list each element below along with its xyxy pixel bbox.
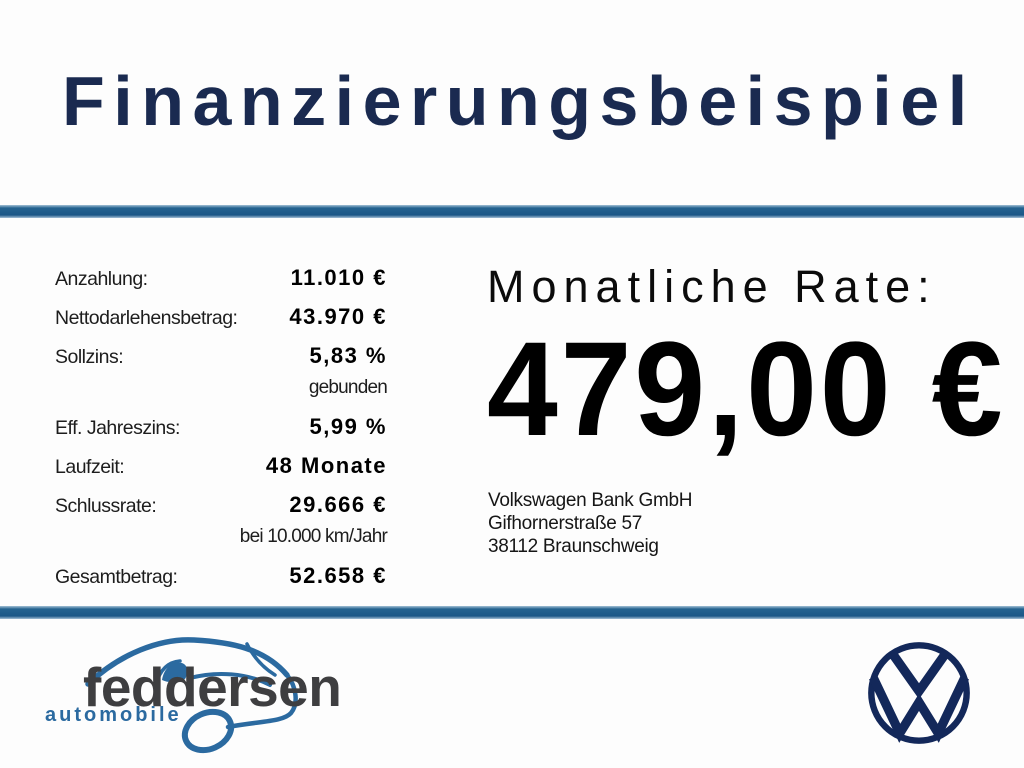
finance-value: 29.666 € bbox=[289, 492, 387, 517]
monthly-rate-amount: 479,00 € bbox=[487, 315, 1006, 464]
page-title: Finanzierungsbeispiel bbox=[62, 62, 976, 140]
finance-row: Gesamtbetrag: 52.658 € bbox=[55, 563, 387, 590]
finance-row: Anzahlung: 11.010 € bbox=[55, 265, 387, 292]
finance-value: 52.658 € bbox=[289, 563, 387, 588]
dealer-subtitle: automobile bbox=[45, 704, 182, 726]
finance-row: Schlussrate: 29.666 € bbox=[55, 492, 387, 519]
divider-bar-top bbox=[0, 205, 1024, 218]
car-sketch-icon bbox=[85, 637, 298, 754]
finance-row: Eff. Jahreszins: 5,99 % bbox=[55, 414, 387, 441]
monthly-rate-heading: Monatliche Rate: bbox=[487, 261, 937, 312]
finance-label: Sollzins: bbox=[55, 346, 124, 368]
finance-value: 5,83 % bbox=[309, 343, 387, 368]
finance-value: 48 Monate bbox=[265, 453, 387, 478]
finance-value: 11.010 € bbox=[290, 265, 387, 290]
finance-value: 43.970 € bbox=[289, 304, 387, 329]
finance-row: Sollzins: 5,83 % bbox=[55, 343, 387, 370]
finance-label: Schlussrate: bbox=[55, 495, 157, 517]
bank-address: Volkswagen Bank GmbH Gifhornerstraße 57 … bbox=[488, 489, 692, 558]
dealer-name: feddersen bbox=[83, 656, 342, 718]
finance-label: Laufzeit: bbox=[55, 456, 125, 478]
divider-bar-bottom bbox=[0, 606, 1024, 619]
finance-label: Nettodarlehensbetrag: bbox=[55, 307, 238, 329]
finance-note: bei 10.000 km/Jahr bbox=[239, 526, 388, 547]
volkswagen-logo-icon bbox=[868, 642, 970, 744]
finance-row: Laufzeit: 48 Monate bbox=[55, 453, 387, 480]
finance-label: Eff. Jahreszins: bbox=[55, 417, 180, 439]
bank-name: Volkswagen Bank GmbH bbox=[488, 490, 693, 511]
bank-street: Gifhornerstraße 57 bbox=[488, 513, 643, 534]
finance-label: Anzahlung: bbox=[55, 268, 148, 290]
finance-row: Nettodarlehensbetrag: 43.970 € bbox=[55, 304, 387, 331]
bank-city: 38112 Braunschweig bbox=[488, 536, 659, 557]
finance-label: Gesamtbetrag: bbox=[55, 566, 178, 588]
finance-note: gebunden bbox=[308, 377, 388, 398]
finance-details: Anzahlung: 11.010 € Nettodarlehensbetrag… bbox=[55, 265, 388, 602]
dealer-logo: feddersen automobile bbox=[42, 630, 362, 768]
finance-value: 5,99 % bbox=[309, 414, 387, 439]
